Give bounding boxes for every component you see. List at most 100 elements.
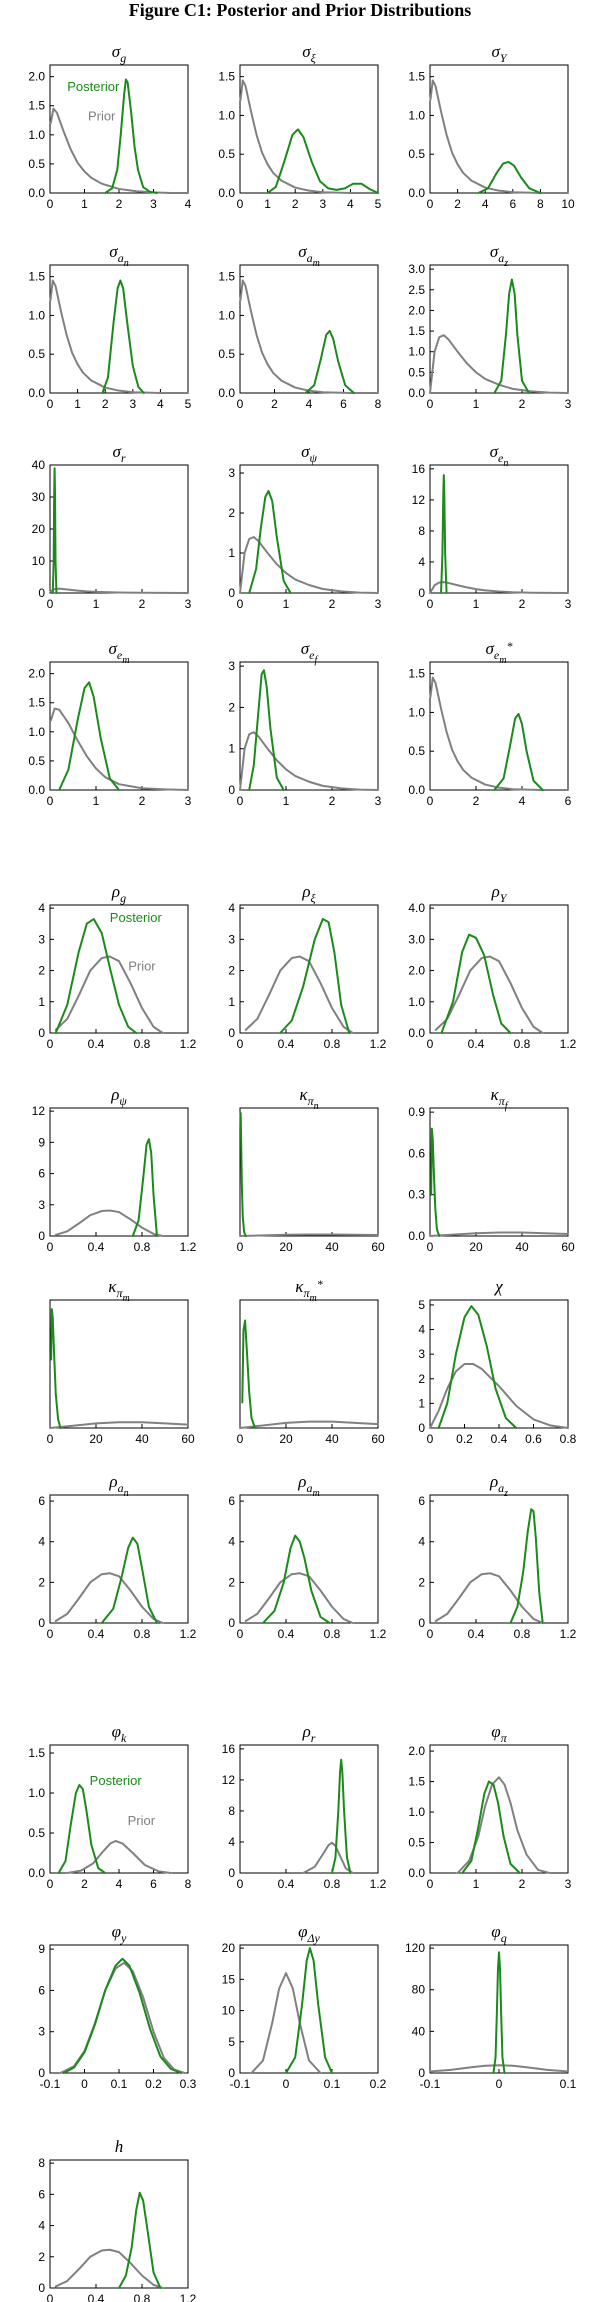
y-tick-label: 1.5 (28, 99, 45, 113)
x-tick-label: 0.4 (88, 2292, 105, 2302)
posterior-density-line (266, 128, 379, 194)
y-tick-label: 1.0 (408, 995, 425, 1009)
x-tick-label: 1 (473, 397, 480, 411)
prior-density-line (429, 1231, 569, 1237)
y-tick-label: 8 (418, 524, 425, 538)
x-tick-label: 5 (375, 197, 382, 211)
y-tick-label: 0.0 (408, 1026, 425, 1040)
y-tick-label: 1 (228, 742, 235, 756)
x-tick-label: 0 (427, 1240, 434, 1254)
x-tick-label: 0 (47, 1877, 54, 1891)
y-tick-label: 8 (228, 1804, 235, 1818)
y-tick-label: 0.5 (218, 147, 235, 161)
prior-density-line (429, 581, 569, 594)
x-tick-label: 20 (279, 1240, 293, 1254)
subplot-27: φπ 0 1 2 3 0.0 0.5 1.0 1.5 2.0 (408, 1722, 571, 1891)
y-tick-label: 1.0 (218, 308, 235, 322)
y-tick-label: 0.0 (218, 186, 235, 200)
prior-density-line (244, 955, 354, 1034)
y-tick-label: 0.6 (408, 1146, 425, 1160)
posterior-density-line (51, 467, 58, 594)
posterior-density-line (304, 329, 355, 394)
x-tick-label: 0 (81, 2077, 88, 2091)
plot-frame (239, 1107, 379, 1237)
posterior-density-line (493, 278, 530, 394)
x-tick-label: 6 (509, 197, 516, 211)
y-tick-label: 0 (228, 2066, 235, 2080)
subplot-title: κπm (108, 1277, 129, 1304)
y-tick-label: 2.0 (408, 303, 425, 317)
y-tick-label: 2 (228, 700, 235, 714)
x-tick-label: 0.8 (324, 1037, 341, 1051)
plot-frame (49, 264, 189, 394)
prior-density-line (239, 1233, 379, 1237)
plot-frame (429, 464, 569, 594)
x-tick-label: 1.2 (180, 1627, 197, 1641)
subplot-17: κπn 0 20 40 60 (237, 1085, 385, 1254)
y-tick-label: 40 (412, 2024, 426, 2038)
plot-frame (429, 1494, 569, 1624)
y-tick-label: 2 (38, 2250, 45, 2264)
x-tick-label: 0 (47, 1432, 54, 1446)
subplot-6: σaz 0 1 2 3 0.0 0.5 1.0 1.5 2.0 2.5 3.0 (408, 242, 571, 411)
x-tick-label: 3 (375, 597, 382, 611)
y-tick-label: 1.5 (28, 696, 45, 710)
subplot-title: φπ (491, 1722, 507, 1745)
plot-frame (429, 264, 569, 394)
y-tick-label: 3 (228, 466, 235, 480)
y-tick-label: 1.0 (28, 308, 45, 322)
posterior-density-line (248, 669, 285, 791)
subplot-11: σef 0 1 2 3 0 1 2 3 (228, 639, 381, 808)
x-tick-label: 60 (181, 1432, 195, 1446)
x-tick-label: 0.4 (278, 1037, 295, 1051)
x-tick-label: 4 (519, 794, 526, 808)
x-tick-label: 3 (129, 397, 136, 411)
y-tick-label: 1.0 (218, 108, 235, 122)
y-tick-label: 2.0 (28, 70, 45, 84)
x-tick-label: -0.1 (40, 2077, 61, 2091)
y-tick-label: 0 (418, 2066, 425, 2080)
x-tick-label: 0.8 (134, 2292, 151, 2302)
x-tick-label: 3 (565, 1877, 572, 1891)
y-tick-label: 0.0 (28, 386, 45, 400)
y-tick-label: 1.0 (28, 725, 45, 739)
prior-density-line (54, 1209, 164, 1237)
x-tick-label: 1 (81, 197, 88, 211)
subplot-title: κπm* (295, 1277, 322, 1304)
y-tick-label: 2 (418, 1372, 425, 1386)
x-tick-label: 0.1 (560, 2077, 577, 2091)
y-tick-label: 0.5 (408, 1836, 425, 1850)
posterior-density-line (54, 918, 138, 1034)
subplot-12: σem* 0 2 4 6 0.0 0.5 1.0 1.5 (408, 639, 571, 808)
y-tick-label: 0 (228, 586, 235, 600)
subplot-18: κπf 0 20 40 60 0.0 0.3 0.6 0.9 (408, 1085, 575, 1254)
x-tick-label: 0.8 (324, 1877, 341, 1891)
x-tick-label: 1.2 (370, 1877, 387, 1891)
x-tick-label: 2 (329, 597, 336, 611)
x-tick-label: 4 (347, 197, 354, 211)
y-tick-label: 0 (418, 1421, 425, 1435)
x-tick-label: 0 (427, 597, 434, 611)
subplot-16: ρψ 0 0.4 0.8 1.2 0 3 6 9 12 (32, 1085, 197, 1254)
y-tick-label: 0.3 (408, 1188, 425, 1202)
posterior-density-line (57, 1784, 107, 1874)
y-tick-label: 1.5 (218, 70, 235, 84)
y-tick-label: 2.0 (408, 1744, 425, 1758)
y-tick-label: 120 (405, 1941, 425, 1955)
y-tick-label: 1.5 (28, 270, 45, 284)
y-tick-label: 16 (412, 462, 426, 476)
plot-frame (239, 1944, 379, 2074)
prior-label: Prior (88, 108, 116, 123)
y-tick-label: 20 (32, 522, 46, 536)
x-tick-label: 4 (116, 1877, 123, 1891)
subplot-title: σan (109, 242, 128, 269)
plot-frame (429, 1107, 569, 1237)
x-tick-label: 1 (473, 1877, 480, 1891)
y-tick-label: 0 (38, 1616, 45, 1630)
x-tick-label: 0.4 (468, 1627, 485, 1641)
y-tick-label: 1.5 (408, 70, 425, 84)
x-tick-label: 3 (565, 397, 572, 411)
